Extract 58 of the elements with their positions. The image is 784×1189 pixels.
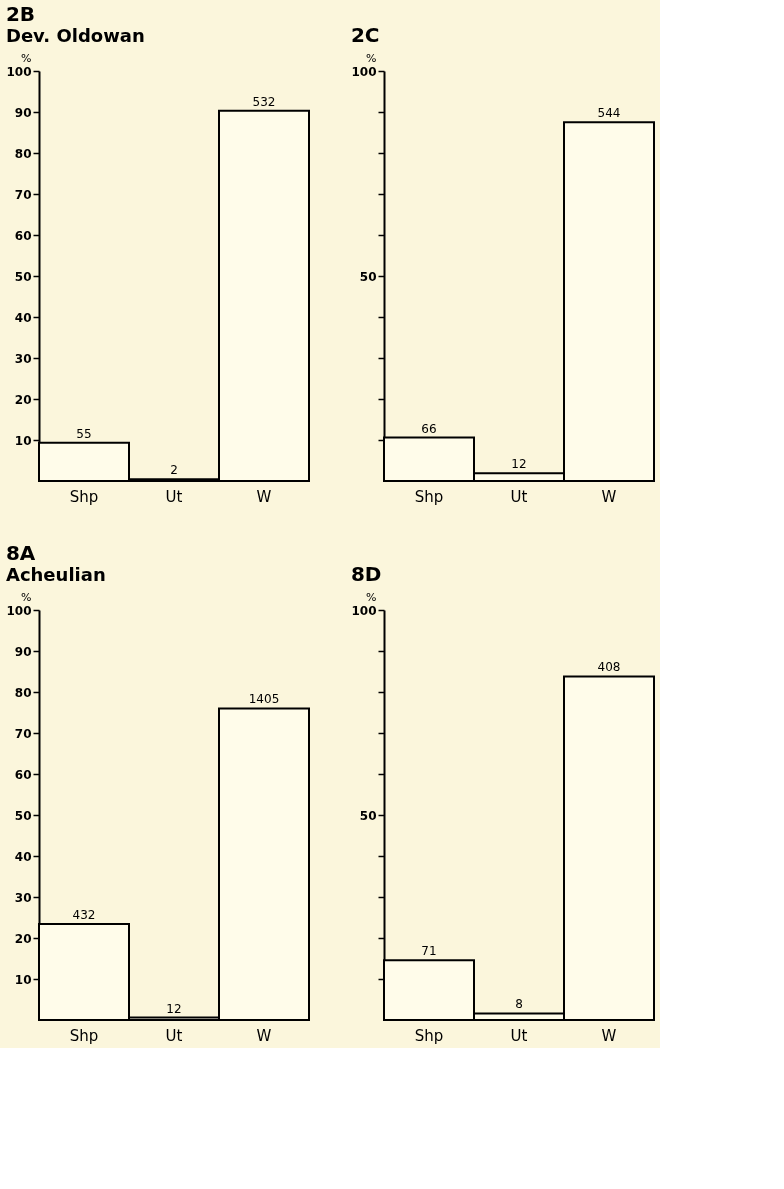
annotation: 71: [421, 944, 437, 959]
y-tick-label: 100: [6, 603, 32, 618]
y-tick-label: 40: [14, 310, 32, 325]
y-axis-title: %: [366, 51, 377, 65]
y-tick-label: 60: [14, 767, 32, 782]
y-tick-label: 100: [6, 64, 32, 79]
x-tick-label: Ut: [165, 1026, 183, 1045]
x-tick-label: W: [601, 1026, 617, 1045]
annotation: 432: [72, 908, 96, 923]
annotation: 8: [515, 997, 523, 1012]
y-tick-label: 10: [14, 433, 32, 448]
y-tick-label: 90: [14, 644, 32, 659]
y-tick-label: 30: [14, 890, 32, 905]
x-tick-label: Ut: [165, 487, 183, 506]
x-tick-label: W: [256, 487, 272, 506]
chart-title: 2B: [5, 2, 36, 26]
y-tick-label: 10: [14, 972, 32, 987]
y-tick-label: 50: [359, 269, 377, 284]
chart-title: 2C: [350, 23, 380, 47]
x-tick-label: Shp: [69, 487, 99, 506]
y-tick-label: 30: [14, 351, 32, 366]
x-tick-label: Ut: [510, 487, 528, 506]
y-tick-label: 50: [14, 808, 32, 823]
y-tick-label: 20: [14, 392, 32, 407]
annotation: 66: [421, 421, 437, 436]
y-axis-title: %: [366, 590, 377, 604]
annotation: 2: [170, 463, 178, 478]
y-axis-title: %: [21, 51, 32, 65]
y-tick-label: 80: [14, 146, 32, 161]
y-tick-label: 50: [14, 269, 32, 284]
y-tick-label: 100: [351, 64, 377, 79]
y-tick-label: 50: [359, 808, 377, 823]
annotation: 12: [511, 457, 527, 472]
y-tick-label: 20: [14, 931, 32, 946]
chart-subtitle: Acheulian: [5, 564, 106, 585]
y-tick-label: 80: [14, 685, 32, 700]
annotation: 532: [252, 94, 276, 109]
x-tick-label: Shp: [69, 1026, 99, 1045]
chart-title: 8D: [350, 562, 382, 586]
chart-subtitle: Dev. Oldowan: [5, 25, 145, 46]
y-tick-label: 70: [14, 726, 32, 741]
y-axis-title: %: [21, 590, 32, 604]
x-tick-label: Shp: [414, 1026, 444, 1045]
chart-title: 8A: [5, 541, 36, 565]
x-tick-label: Shp: [414, 487, 444, 506]
annotation: 12: [166, 1001, 182, 1016]
y-tick-label: 40: [14, 849, 32, 864]
annotation: 544: [597, 106, 621, 121]
annotation: 1405: [248, 692, 280, 707]
y-tick-label: 70: [14, 187, 32, 202]
x-tick-label: Ut: [510, 1026, 528, 1045]
y-tick-label: 90: [14, 105, 32, 120]
x-tick-label: W: [601, 487, 617, 506]
y-tick-label: 60: [14, 228, 32, 243]
annotation: 55: [76, 426, 92, 441]
y-tick-label: 100: [351, 603, 377, 618]
annotation: 408: [597, 660, 621, 675]
x-tick-label: W: [256, 1026, 272, 1045]
